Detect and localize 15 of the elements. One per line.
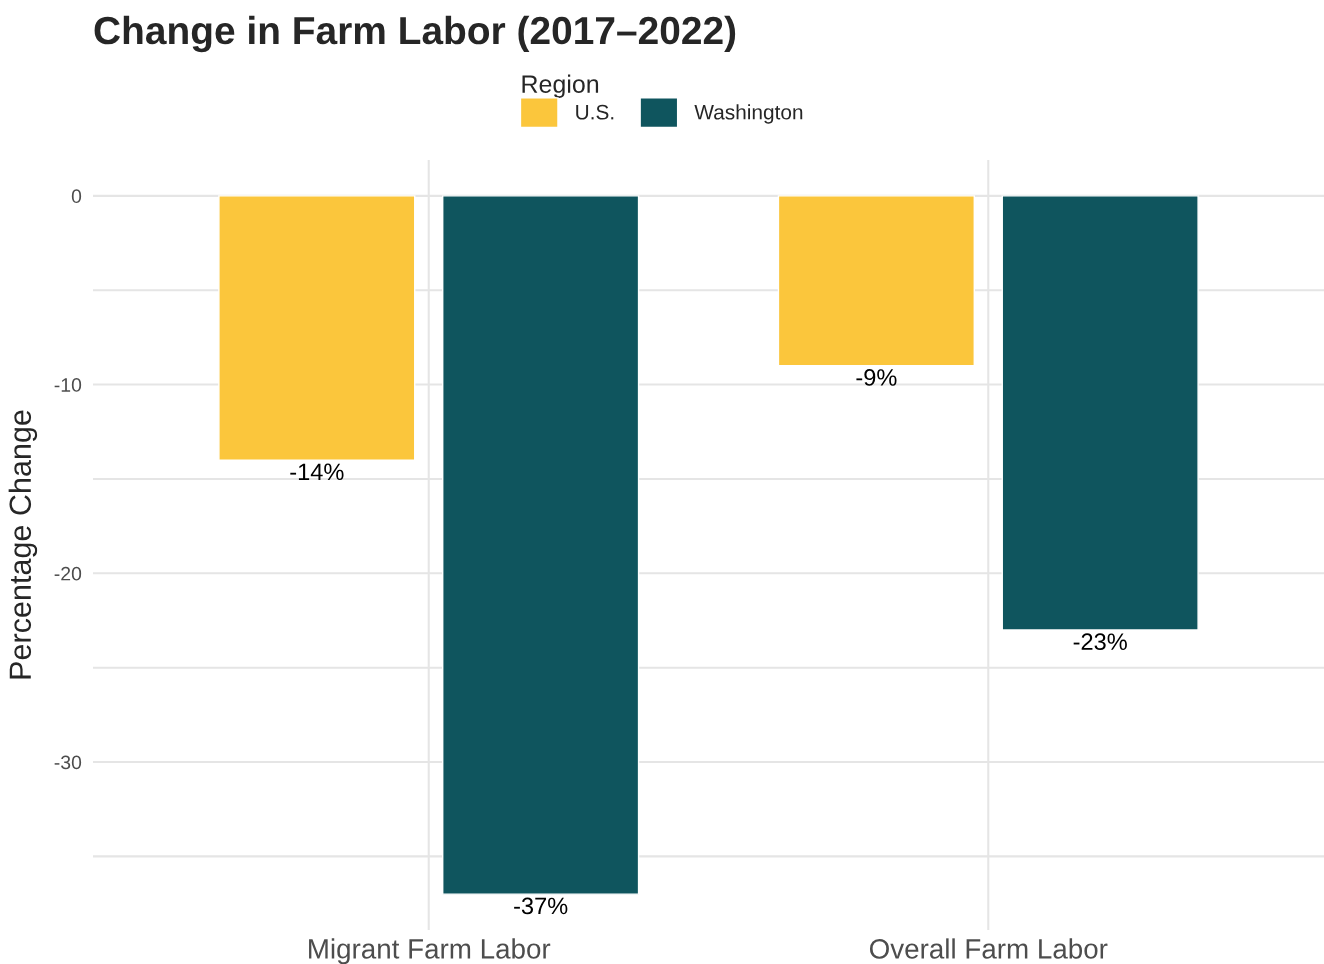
chart-title: Change in Farm Labor (2017–2022) [94,15,736,53]
data-label: -37% [514,897,568,915]
legend-title: Region [522,74,599,98]
x-tick-label: Migrant Farm Labor [309,938,551,964]
data-label: -14% [290,463,344,481]
y-axis-title: Percentage Change [8,410,38,679]
x-tick-label: Overall Farm Labor [869,938,1108,959]
legend-label: U.S. [576,104,614,120]
data-label: -9% [856,369,897,386]
y-tick-label: 0 [71,189,82,204]
data-label: -23% [1073,633,1127,651]
y-tick-label: -10 [54,378,82,392]
legend-label: Washington [694,104,803,124]
y-tick-label: -30 [54,755,82,770]
y-tick-label: -20 [54,566,82,581]
